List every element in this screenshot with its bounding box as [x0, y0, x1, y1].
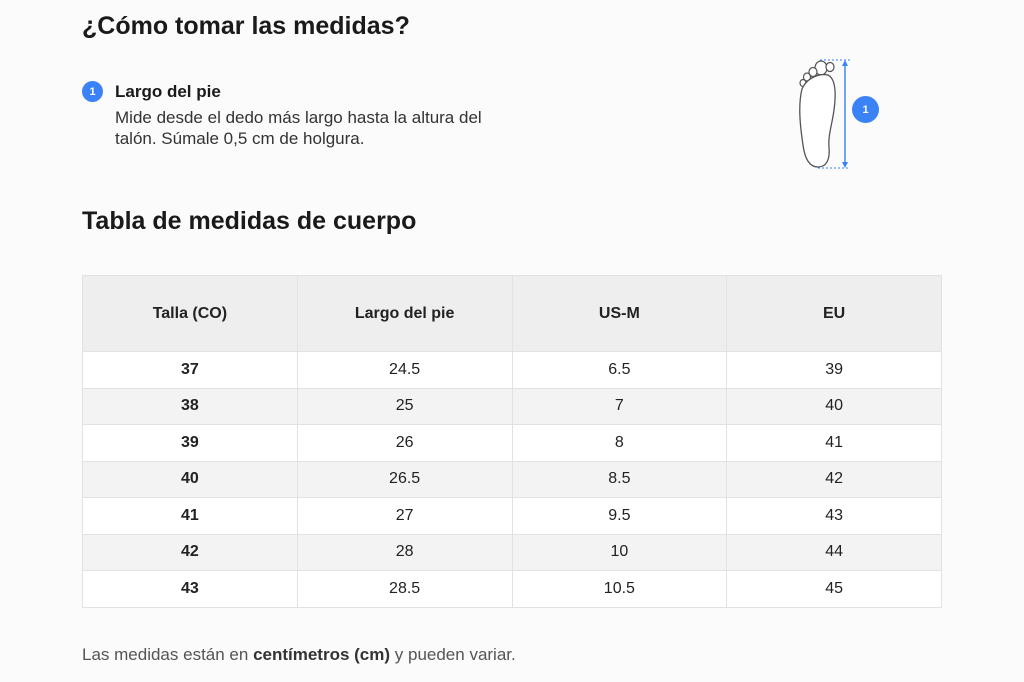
table-title: Tabla de medidas de cuerpo — [82, 207, 417, 235]
cell-talla: 38 — [82, 387, 298, 425]
cell-talla: 41 — [82, 497, 298, 535]
foot-icon — [788, 55, 898, 175]
cell-us-m: 10.5 — [511, 570, 728, 608]
cell-us-m: 10 — [511, 533, 728, 571]
cell-talla: 39 — [82, 424, 298, 462]
note-units: centímetros (cm) — [253, 645, 391, 664]
cell-eu: 45 — [726, 570, 942, 608]
cell-largo-pie: 24.5 — [296, 351, 513, 389]
cell-largo-pie: 28.5 — [296, 570, 513, 608]
table-row: 38 25 7 40 — [82, 387, 942, 425]
cell-largo-pie: 26 — [296, 424, 513, 462]
note-prefix: Las medidas están en — [82, 645, 254, 664]
cell-us-m: 8 — [511, 424, 728, 462]
cell-eu: 39 — [726, 351, 942, 389]
cell-us-m: 9.5 — [511, 497, 728, 535]
step-number-badge: 1 — [82, 81, 103, 102]
page-title: ¿Cómo tomar las medidas? — [82, 12, 410, 40]
cell-talla: 40 — [82, 460, 298, 498]
cell-largo-pie: 27 — [296, 497, 513, 535]
header-talla: Talla (CO) — [82, 275, 298, 352]
note-suffix: y pueden variar. — [390, 645, 516, 664]
table-row: 41 27 9.5 43 — [82, 497, 942, 535]
cell-eu: 41 — [726, 424, 942, 462]
cell-us-m: 6.5 — [511, 351, 728, 389]
cell-largo-pie: 26.5 — [296, 460, 513, 498]
cell-talla: 42 — [82, 533, 298, 571]
cell-eu: 43 — [726, 497, 942, 535]
cell-talla: 43 — [82, 570, 298, 608]
table-row: 39 26 8 41 — [82, 424, 942, 462]
units-note: Las medidas están en centímetros (cm) y … — [82, 645, 516, 665]
table-row: 40 26.5 8.5 42 — [82, 460, 942, 498]
cell-largo-pie: 25 — [296, 387, 513, 425]
header-us-m: US-M — [511, 275, 728, 352]
table-row: 43 28.5 10.5 45 — [82, 570, 942, 608]
size-table: Talla (CO) Largo del pie US-M EU 37 24.5… — [82, 275, 942, 608]
header-eu: EU — [726, 275, 942, 352]
table-row: 42 28 10 44 — [82, 533, 942, 571]
cell-us-m: 7 — [511, 387, 728, 425]
table-row: 37 24.5 6.5 39 — [82, 351, 942, 389]
table-header-row: Talla (CO) Largo del pie US-M EU — [82, 275, 942, 352]
cell-us-m: 8.5 — [511, 460, 728, 498]
header-largo-pie: Largo del pie — [296, 275, 513, 352]
cell-eu: 40 — [726, 387, 942, 425]
step-description: Mide desde el dedo más largo hasta la al… — [115, 108, 482, 148]
cell-eu: 44 — [726, 533, 942, 571]
step-title: Largo del pie — [115, 82, 221, 101]
cell-largo-pie: 28 — [296, 533, 513, 571]
cell-talla: 37 — [82, 351, 298, 389]
measure-badge: 1 — [852, 96, 879, 123]
cell-eu: 42 — [726, 460, 942, 498]
